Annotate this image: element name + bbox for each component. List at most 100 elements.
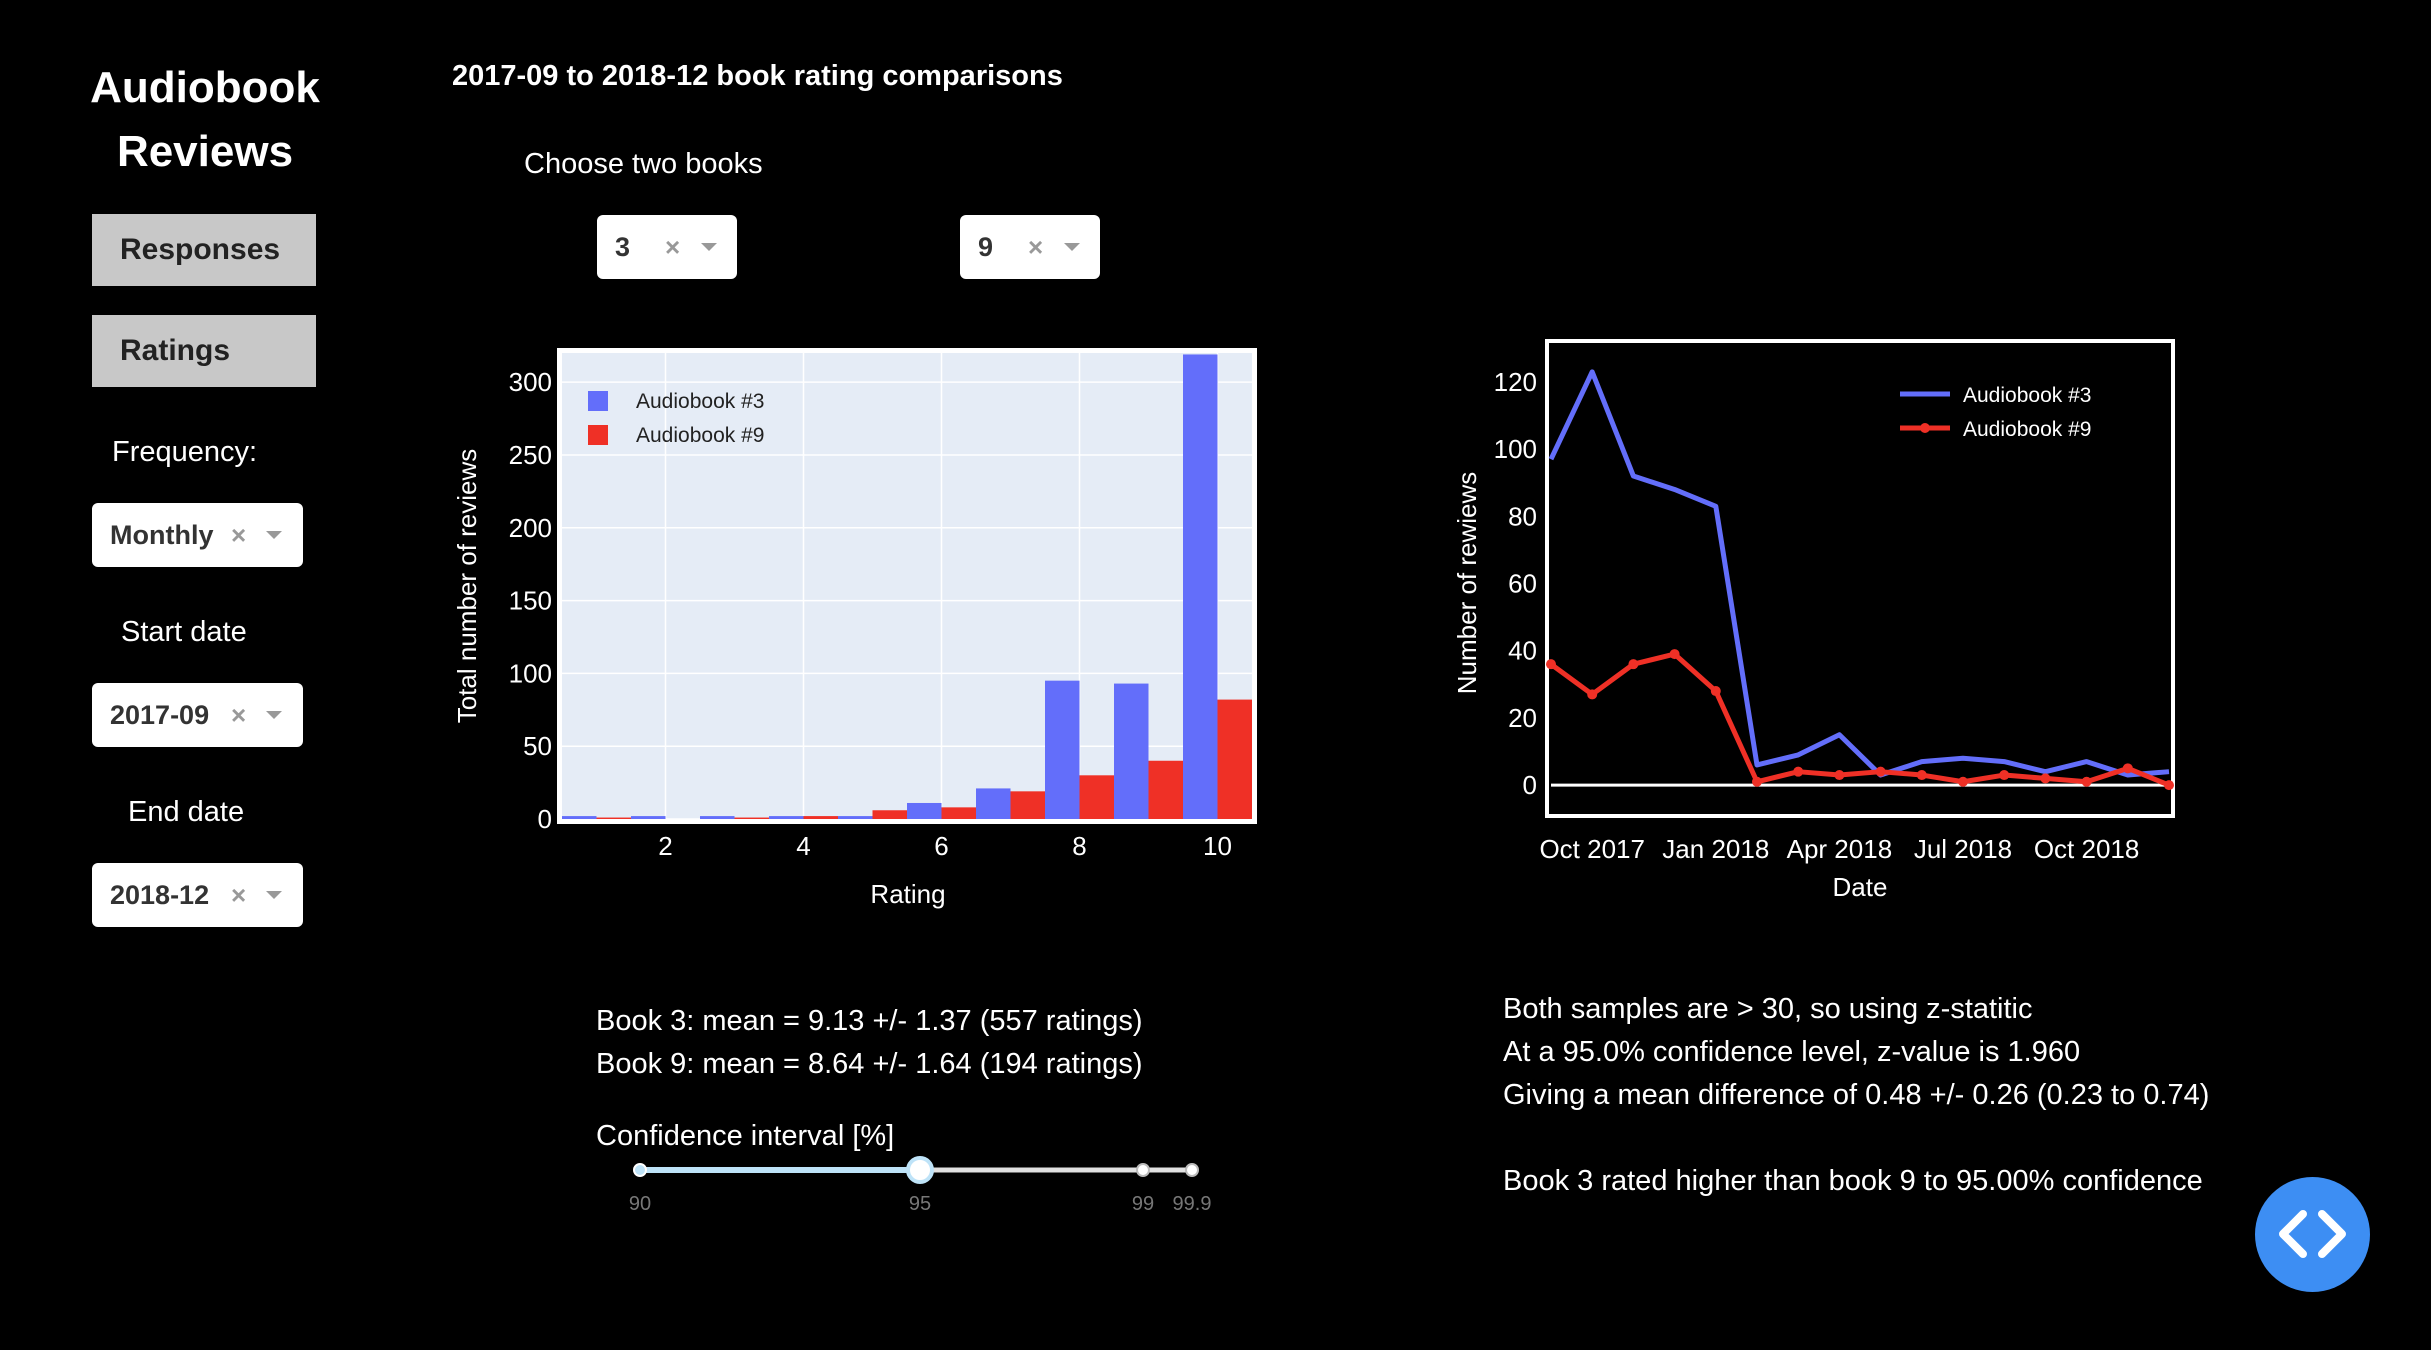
point-book-b-2018-06[interactable] — [1916, 770, 1927, 781]
start-date-value: 2017-09 — [110, 700, 210, 730]
bar-book-a-rating-3[interactable] — [700, 816, 735, 819]
bar-book-b-rating-5[interactable] — [872, 810, 908, 819]
timeseries-x-axis-title: Date — [1833, 872, 1888, 902]
histogram-y-axis-title: Total number of reviews — [452, 449, 482, 724]
x-tick-label: 10 — [1203, 831, 1232, 861]
conclusion-line-4: Book 3 rated higher than book 9 to 95.00… — [1503, 1165, 2203, 1197]
point-book-b-2018-09[interactable] — [2040, 773, 2051, 784]
legend-label-book-a: Audiobook #3 — [1963, 384, 2091, 407]
frequency-dropdown[interactable]: Monthly × — [92, 503, 303, 567]
slider-handle[interactable] — [906, 1156, 934, 1184]
point-book-b-2018-05[interactable] — [1875, 766, 1886, 777]
legend-swatch-book-a — [588, 391, 608, 411]
bar-book-a-rating-9[interactable] — [1114, 683, 1149, 819]
slider-dot-90[interactable] — [633, 1163, 647, 1177]
clear-icon[interactable]: × — [231, 520, 247, 550]
y-tick-label: 100 — [1494, 434, 1537, 464]
book-b-dropdown[interactable]: 9 × — [960, 215, 1100, 279]
chevron-down-icon — [1064, 243, 1080, 251]
slider-mark-99-9: 99.9 — [1173, 1193, 1212, 1215]
book-a-dropdown[interactable]: 3 × — [597, 215, 737, 279]
point-book-b-2018-07[interactable] — [1958, 776, 1968, 787]
point-book-b-2018-01[interactable] — [1710, 686, 1721, 697]
point-book-b-2017-10[interactable] — [1587, 689, 1598, 700]
ratings-button[interactable]: Ratings — [92, 315, 316, 387]
code-brackets-icon — [2279, 1210, 2346, 1258]
slider-dot-99-9[interactable] — [1185, 1163, 1199, 1177]
book-b-stats-line: Book 9: mean = 8.64 +/- 1.64 (194 rating… — [596, 1048, 1143, 1080]
y-tick-label: 40 — [1508, 636, 1537, 666]
point-book-b-2017-09[interactable] — [1546, 659, 1556, 670]
point-book-b-2018-10[interactable] — [2081, 776, 2092, 787]
reviews-timeseries: 0 20 40 60 80 100 120 Oct 2017 Jan 2018 Apr 2018… — [1452, 339, 2175, 902]
point-book-b-2018-11[interactable] — [2122, 763, 2133, 774]
histogram-x-axis-title: Rating — [870, 879, 945, 909]
bar-book-b-rating-3[interactable] — [734, 817, 770, 819]
y-tick-label: 200 — [509, 513, 552, 543]
clear-icon[interactable]: × — [1028, 232, 1044, 262]
point-book-b-2017-12[interactable] — [1669, 649, 1680, 660]
clear-icon[interactable]: × — [231, 700, 247, 730]
point-book-b-2018-08[interactable] — [1999, 770, 2010, 781]
point-book-b-2018-03[interactable] — [1793, 766, 1804, 777]
slider-mark-99: 99 — [1132, 1193, 1154, 1215]
bar-book-a-rating-4[interactable] — [769, 816, 804, 819]
y-tick-label: 100 — [509, 658, 552, 688]
bar-book-a-rating-10[interactable] — [1183, 354, 1218, 819]
point-book-b-2018-02[interactable] — [1752, 776, 1762, 787]
bar-book-a-rating-8[interactable] — [1045, 680, 1080, 819]
bar-book-a-rating-7[interactable] — [976, 788, 1011, 819]
conclusion-line-2: At a 95.0% confidence level, z-value is … — [1503, 1036, 2081, 1068]
timeseries-frame — [1545, 339, 2175, 818]
bar-book-a-rating-2[interactable] — [631, 816, 666, 819]
bar-book-b-rating-9[interactable] — [1148, 760, 1184, 819]
rating-histogram: 0 50 100 150 200 250 300 2 4 6 8 10 Audiobook #3 A… — [452, 348, 1257, 909]
legend-label-book-b: Audiobook #9 — [1963, 418, 2091, 441]
clear-icon[interactable]: × — [231, 880, 247, 910]
app-title-line1: Audiobook — [90, 63, 320, 112]
bar-book-b-rating-1[interactable] — [596, 817, 632, 819]
conclusion-line-1: Both samples are > 30, so using z-statit… — [1503, 993, 2033, 1025]
x-tick-label: 8 — [1072, 831, 1086, 861]
y-tick-label: 250 — [509, 440, 552, 470]
legend-label-book-a: Audiobook #3 — [636, 390, 764, 413]
y-tick-label: 120 — [1494, 367, 1537, 397]
x-tick-label: Apr 2018 — [1787, 834, 1893, 864]
bar-book-b-rating-6[interactable] — [941, 807, 977, 819]
bar-book-a-rating-5[interactable] — [838, 816, 873, 819]
bar-book-b-rating-8[interactable] — [1079, 775, 1115, 819]
line-book-a[interactable] — [1548, 369, 2170, 778]
point-book-b-2017-11[interactable] — [1628, 659, 1639, 670]
frequency-value: Monthly — [110, 520, 214, 550]
page-title: 2017-09 to 2018-12 book rating compariso… — [452, 60, 1063, 92]
point-book-b-2018-04[interactable] — [1834, 770, 1845, 781]
bar-book-a-rating-6[interactable] — [907, 802, 942, 819]
bar-book-a-rating-1[interactable] — [562, 816, 597, 819]
point-book-b-2018-12[interactable] — [2164, 780, 2174, 791]
chevron-down-icon — [266, 711, 282, 719]
slider-mark-95: 95 — [909, 1193, 931, 1215]
start-date-dropdown[interactable]: 2017-09 × — [92, 683, 303, 747]
x-tick-label: Oct 2017 — [1539, 834, 1645, 864]
confidence-slider[interactable]: 90 95 99 99.9 — [620, 1150, 1240, 1220]
bar-book-b-rating-10[interactable] — [1217, 699, 1253, 819]
book-a-stats: Book 3: mean = 9.13 +/- 1.37 (557 rating… — [596, 1000, 1143, 1086]
legend-label-book-b: Audiobook #9 — [636, 424, 764, 447]
slider-dot-99[interactable] — [1136, 1163, 1150, 1177]
x-tick-label: Jul 2018 — [1914, 834, 2012, 864]
y-tick-label: 0 — [1523, 770, 1537, 800]
conclusion-line-3: Giving a mean difference of 0.48 +/- 0.2… — [1503, 1079, 2210, 1111]
line-book-b[interactable] — [1549, 651, 2170, 788]
book-a-value: 3 — [615, 232, 631, 262]
bar-book-b-rating-7[interactable] — [1010, 791, 1046, 819]
bar-book-b-rating-4[interactable] — [803, 816, 839, 819]
y-tick-label: 50 — [523, 731, 552, 761]
end-date-value: 2018-12 — [110, 880, 210, 910]
end-date-dropdown[interactable]: 2018-12 × — [92, 863, 303, 927]
clear-icon[interactable]: × — [665, 232, 681, 262]
code-toggle-button[interactable] — [2255, 1177, 2370, 1292]
book-b-value: 9 — [978, 232, 994, 262]
y-tick-label: 300 — [509, 367, 552, 397]
responses-button[interactable]: Responses — [92, 214, 316, 286]
timeseries-y-axis-title: Number of rewiews — [1452, 472, 1482, 695]
